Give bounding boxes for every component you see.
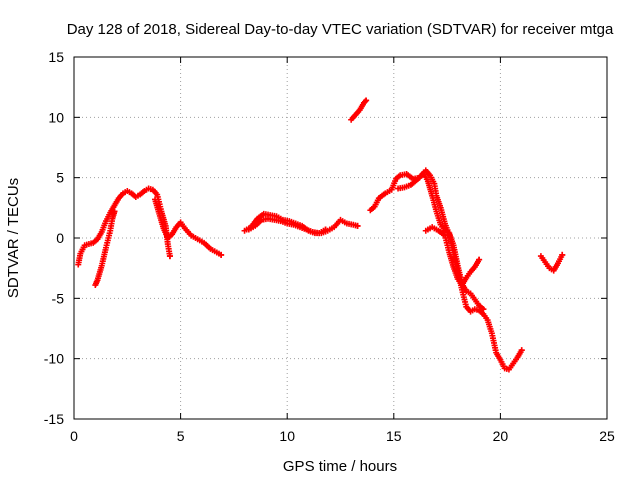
x-tick-label: 15 bbox=[386, 428, 402, 444]
y-tick-label: -15 bbox=[44, 411, 64, 427]
x-tick-label: 5 bbox=[177, 428, 185, 444]
data-point bbox=[559, 251, 566, 258]
x-axis-label: GPS time / hours bbox=[283, 458, 397, 475]
y-tick-label: -10 bbox=[44, 351, 64, 367]
y-tick-label: 15 bbox=[48, 49, 64, 65]
x-tick-label: 0 bbox=[70, 428, 78, 444]
y-tick-label: 0 bbox=[56, 230, 64, 246]
data-point bbox=[354, 222, 361, 229]
grid-lines bbox=[74, 57, 607, 419]
data-point bbox=[111, 208, 118, 215]
axis-ticks: 0 5 10 15 20 25 -15 -10 -5 0 5 10 15 bbox=[44, 49, 615, 444]
chart-title: Day 128 of 2018, Sidereal Day-to-day VTE… bbox=[67, 21, 614, 38]
data-point bbox=[322, 226, 329, 233]
y-tick-label: -5 bbox=[52, 290, 65, 306]
data-point bbox=[480, 306, 487, 313]
y-tick-label: 5 bbox=[56, 170, 64, 186]
data-point bbox=[166, 253, 173, 260]
y-tick-label: 10 bbox=[48, 109, 64, 125]
data-point bbox=[476, 256, 483, 263]
x-tick-label: 25 bbox=[599, 428, 615, 444]
data-points bbox=[75, 97, 566, 373]
data-point bbox=[218, 251, 225, 258]
data-point bbox=[363, 97, 370, 104]
x-tick-label: 20 bbox=[493, 428, 509, 444]
y-axis-label: SDTVAR / TECUs bbox=[5, 178, 22, 298]
plot-frame bbox=[73, 56, 608, 420]
x-tick-label: 10 bbox=[279, 428, 295, 444]
data-point bbox=[518, 347, 525, 354]
